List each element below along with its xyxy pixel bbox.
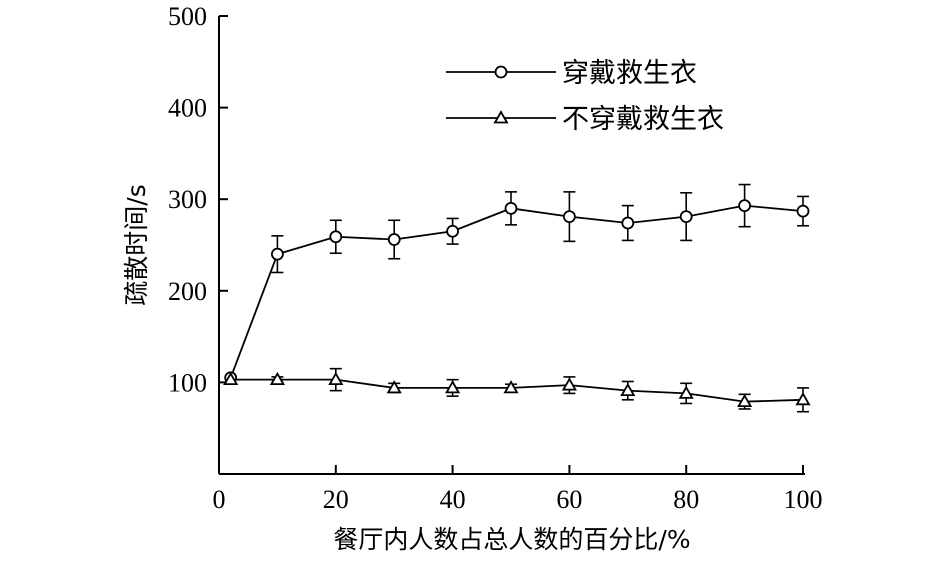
series-1 — [224, 183, 810, 385]
y-tick-label: 400 — [168, 94, 207, 123]
x-tick-label: 40 — [440, 485, 466, 514]
data-point — [387, 233, 401, 246]
axes — [218, 16, 805, 475]
x-tick-label: 20 — [323, 485, 349, 514]
legend-label: 不穿戴救生衣 — [562, 104, 724, 135]
data-point — [504, 201, 518, 215]
series-2 — [223, 367, 811, 413]
data-point — [223, 371, 239, 386]
data-point — [679, 210, 693, 224]
data-point — [561, 377, 577, 391]
data-point — [446, 224, 460, 238]
y-tick-label: 200 — [168, 277, 207, 306]
data-point — [621, 216, 635, 230]
data-point — [678, 385, 694, 399]
data-point — [620, 382, 636, 397]
data-point — [503, 380, 519, 394]
x-tick-label: 0 — [213, 485, 226, 514]
data-point — [386, 380, 402, 394]
legend-marker — [493, 110, 509, 124]
series-line — [229, 204, 804, 379]
data-point — [795, 391, 811, 406]
data-point — [445, 380, 461, 394]
data-point — [270, 247, 284, 261]
y-tick-label: 100 — [168, 368, 207, 397]
data-point — [738, 199, 751, 213]
series-layer — [223, 183, 811, 413]
data-point — [269, 371, 285, 386]
data-point — [737, 393, 753, 408]
data-point — [796, 204, 810, 218]
x-tick-label: 100 — [784, 485, 823, 514]
legend-item: 不穿戴救生衣 — [446, 104, 724, 135]
x-tick-label: 60 — [556, 485, 582, 514]
x-tick-label: 80 — [673, 485, 699, 514]
x-axis-title: 餐厅内人数占总人数的百分比/% — [333, 525, 690, 554]
legend-marker — [494, 65, 508, 79]
y-tick-label: 500 — [168, 2, 207, 31]
y-axis-title: 疏散时间/s — [122, 184, 151, 305]
legend-item: 穿戴救生衣 — [446, 58, 697, 89]
data-point — [329, 230, 343, 244]
data-point — [563, 210, 576, 224]
data-point — [328, 371, 344, 386]
legend-label: 穿戴救生衣 — [562, 58, 697, 89]
ticks: 0 20 40 60 80 100 100 200 300 400 500 — [168, 2, 823, 514]
y-tick-label: 300 — [168, 185, 207, 214]
